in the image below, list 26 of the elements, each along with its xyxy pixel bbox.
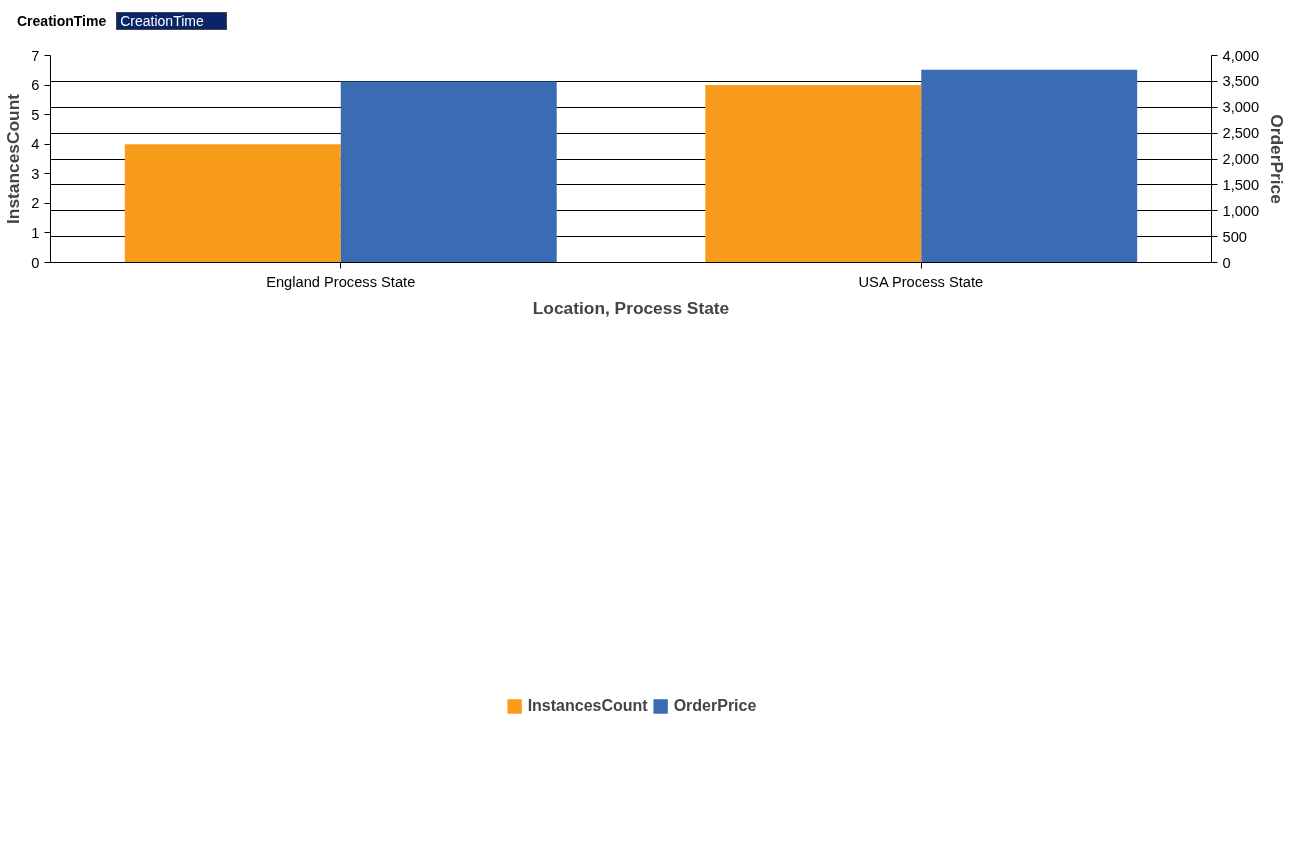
y-tick-label: 7 <box>31 47 40 64</box>
legend-label: OrderPrice <box>673 696 757 715</box>
x-tick-label: USA Process State <box>858 273 984 290</box>
y-tick-label: 5 <box>31 106 40 123</box>
y-tick-label: 1 <box>31 224 40 241</box>
y-tick-label: 2 <box>31 195 40 212</box>
y2-tick-label: 1,500 <box>1222 176 1260 193</box>
y-tick-label: 4 <box>31 136 40 153</box>
y2-tick-label: 3,500 <box>1222 73 1260 90</box>
text: CreationTime <box>17 13 107 29</box>
y2-tick-label: 500 <box>1222 228 1247 245</box>
y2-tick-label: 3,000 <box>1222 99 1260 116</box>
y-tick-label: 0 <box>31 254 40 271</box>
x-tick-label: England Process State <box>266 273 416 290</box>
y2-tick-label: 4,000 <box>1222 47 1260 64</box>
x-axis-title: Location, Process State <box>532 297 730 318</box>
text: CreationTime <box>116 12 227 30</box>
y2-tick-label: 1,000 <box>1222 202 1260 219</box>
y2-tick-label: 0 <box>1222 254 1231 271</box>
y-axis-title: InstancesCount <box>3 93 24 224</box>
legend-label: InstancesCount <box>527 696 648 715</box>
y2-tick-label: 2,500 <box>1222 125 1260 142</box>
y-tick-label: 3 <box>31 165 40 182</box>
y-tick-label: 6 <box>31 77 40 94</box>
y2-tick-label: 2,000 <box>1222 151 1260 167</box>
y2-axis-title: OrderPrice <box>1267 114 1288 205</box>
